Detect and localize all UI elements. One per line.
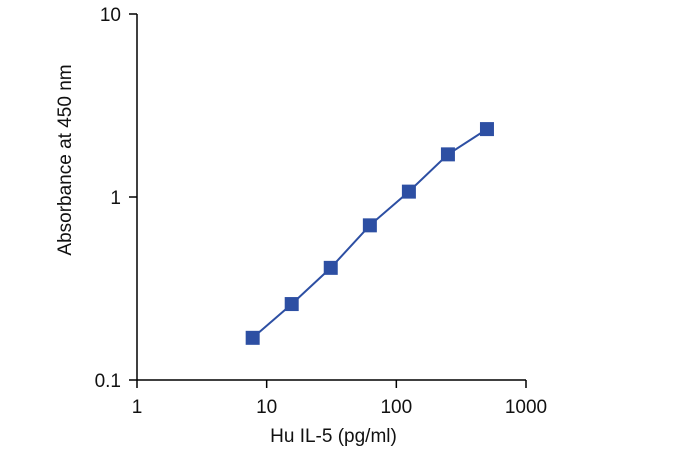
x-tick-label: 100 bbox=[380, 397, 412, 418]
y-tick-label: 1 bbox=[110, 188, 121, 209]
x-ticks: 1 10 100 1000 bbox=[132, 380, 547, 418]
y-tick-label: 0.1 bbox=[95, 371, 121, 392]
x-tick-label: 1000 bbox=[505, 397, 547, 418]
data-point-marker bbox=[323, 260, 338, 275]
data-point-marker bbox=[362, 218, 377, 233]
x-axis-title: Hu IL-5 (pg/ml) bbox=[270, 426, 397, 447]
y-tick-label: 10 bbox=[100, 5, 121, 26]
y-ticks: 0.1 1 10 bbox=[95, 5, 137, 392]
data-point-marker bbox=[284, 297, 299, 312]
x-tick-label: 10 bbox=[256, 397, 277, 418]
axes bbox=[136, 14, 526, 381]
data-point-marker bbox=[401, 184, 416, 199]
series-layer bbox=[245, 122, 494, 345]
y-axis-title: Absorbance at 450 nm bbox=[55, 64, 76, 255]
data-point-marker bbox=[245, 330, 260, 345]
data-point-marker bbox=[479, 122, 494, 137]
x-tick-label: 1 bbox=[132, 397, 143, 418]
data-point-marker bbox=[440, 147, 455, 162]
